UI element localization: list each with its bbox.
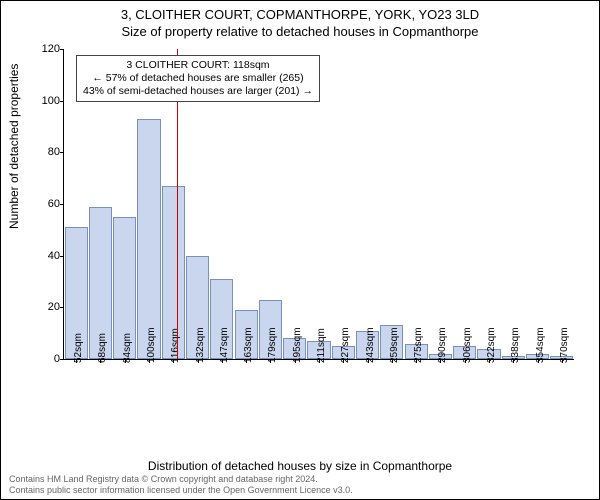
y-tick-mark	[60, 152, 64, 153]
x-axis-label: Distribution of detached houses by size …	[1, 459, 599, 473]
y-tick-label: 60	[30, 198, 60, 210]
annotation-line3: 43% of semi-detached houses are larger (…	[83, 85, 313, 98]
x-tick-mark	[368, 359, 369, 363]
y-tick-label: 80	[30, 146, 60, 158]
bar	[137, 119, 160, 359]
x-tick-mark	[125, 359, 126, 363]
x-tick-mark	[489, 359, 490, 363]
y-tick-mark	[60, 256, 64, 257]
x-tick-mark	[295, 359, 296, 363]
x-tick-mark	[319, 359, 320, 363]
x-tick-mark	[562, 359, 563, 363]
title-main: 3, CLOITHER COURT, COPMANTHORPE, YORK, Y…	[1, 7, 599, 22]
y-axis-label: Number of detached properties	[7, 64, 21, 229]
x-tick-mark	[222, 359, 223, 363]
footer-line2: Contains public sector information licen…	[9, 485, 353, 495]
annotation-line1: 3 CLOITHER COURT: 118sqm	[83, 59, 313, 72]
x-tick-mark	[416, 359, 417, 363]
y-tick-mark	[60, 101, 64, 102]
plot: 02040608010012052sqm68sqm84sqm100sqm116s…	[63, 49, 574, 360]
y-tick-label: 100	[30, 95, 60, 107]
chart-area: 02040608010012052sqm68sqm84sqm100sqm116s…	[63, 49, 573, 409]
x-tick-mark	[440, 359, 441, 363]
x-tick-mark	[465, 359, 466, 363]
x-tick-mark	[76, 359, 77, 363]
y-tick-mark	[60, 307, 64, 308]
annotation-box: 3 CLOITHER COURT: 118sqm← 57% of detache…	[76, 55, 320, 102]
x-tick-mark	[513, 359, 514, 363]
x-tick-mark	[270, 359, 271, 363]
x-tick-mark	[392, 359, 393, 363]
x-tick-mark	[343, 359, 344, 363]
y-tick-label: 120	[30, 43, 60, 55]
x-tick-mark	[173, 359, 174, 363]
footer-line1: Contains HM Land Registry data © Crown c…	[9, 474, 353, 484]
footer: Contains HM Land Registry data © Crown c…	[9, 474, 353, 495]
x-tick-mark	[100, 359, 101, 363]
y-tick-label: 0	[30, 353, 60, 365]
x-tick-mark	[538, 359, 539, 363]
x-tick-mark	[246, 359, 247, 363]
annotation-line2: ← 57% of detached houses are smaller (26…	[83, 72, 313, 85]
x-tick-mark	[198, 359, 199, 363]
y-tick-mark	[60, 49, 64, 50]
y-tick-mark	[60, 204, 64, 205]
y-tick-mark	[60, 359, 64, 360]
title-sub: Size of property relative to detached ho…	[1, 24, 599, 39]
x-tick-mark	[149, 359, 150, 363]
y-tick-label: 40	[30, 250, 60, 262]
y-tick-label: 20	[30, 301, 60, 313]
